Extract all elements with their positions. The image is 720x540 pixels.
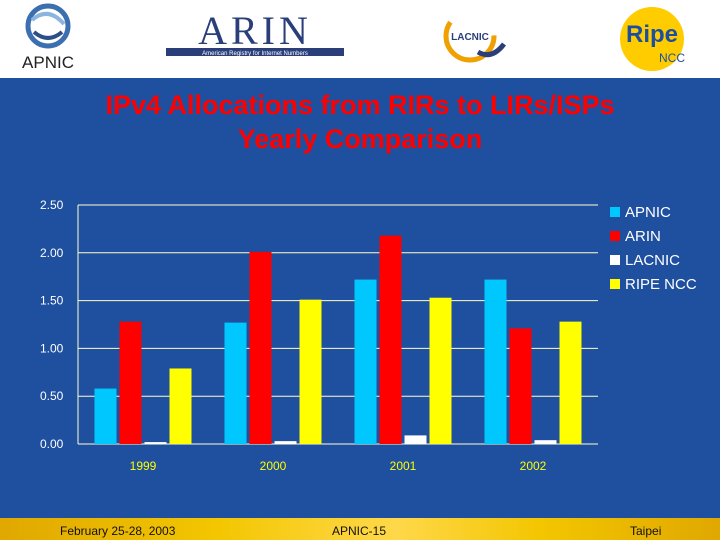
y-tick-label: 0.50 — [40, 389, 64, 403]
ripe-logo-text: Ripe — [626, 21, 678, 48]
apnic-logo: APNIC — [22, 3, 74, 72]
bar-ripe-ncc-2002 — [559, 321, 582, 444]
bar-apnic-1999 — [94, 388, 117, 444]
ripe-ncc-logo: Ripe NCC — [620, 7, 685, 71]
lacnic-logo: LACNIC — [443, 9, 506, 63]
y-tick-label: 2.50 — [40, 198, 64, 212]
bar-ripe-ncc-2000 — [299, 299, 322, 444]
ripe-logo-ncc: NCC — [659, 51, 685, 65]
bar-apnic-2002 — [484, 279, 507, 444]
footer-location: Taipei — [630, 524, 662, 538]
slide-title-line-1: IPv4 Allocations from RIRs to LIRs/ISPs — [105, 90, 615, 120]
arin-logo-tagline: American Registry for Internet Numbers — [202, 51, 308, 57]
y-tick-label: 2.00 — [40, 246, 64, 260]
legend-label: ARIN — [625, 228, 661, 245]
legend-label: APNIC — [625, 204, 671, 221]
slide-title-line-2: Yearly Comparison — [237, 124, 483, 154]
bar-chart: 0.00 0.50 1.00 1.50 2.00 2.50 1999 2000 2001 2002… — [40, 198, 697, 473]
bar-lacnic-2001 — [404, 435, 427, 444]
y-tick-label: 1.00 — [40, 341, 64, 355]
bar-arin-2000 — [249, 251, 272, 444]
y-tick-label: 1.50 — [40, 294, 64, 308]
bar-lacnic-2000 — [274, 441, 297, 444]
legend-swatch — [610, 231, 620, 241]
bar-lacnic-2002 — [534, 440, 557, 444]
bar-ripe-ncc-1999 — [169, 368, 192, 444]
legend-swatch — [610, 207, 620, 217]
footer-date: February 25-28, 2003 — [60, 524, 176, 538]
x-tick-label: 1999 — [130, 459, 157, 473]
legend-swatch — [610, 255, 620, 265]
slide-title: IPv4 Allocations from RIRs to LIRs/ISPs … — [0, 88, 720, 156]
legend-label: RIPE NCC — [625, 276, 697, 293]
x-tick-label: 2000 — [260, 459, 287, 473]
bar-arin-1999 — [119, 321, 142, 444]
footer-event: APNIC-15 — [332, 524, 387, 538]
logo-bar: APNIC ARIN American Registry for Interne… — [0, 0, 720, 78]
bar-apnic-2000 — [224, 322, 247, 444]
footer-bar: February 25-28, 2003 APNIC-15 Taipei — [0, 518, 720, 540]
arin-logo-text: ARIN — [198, 8, 312, 53]
legend-swatch — [610, 279, 620, 289]
arin-logo: ARIN American Registry for Internet Numb… — [166, 8, 344, 57]
apnic-logo-text: APNIC — [22, 53, 74, 72]
bar-arin-2001 — [379, 235, 402, 444]
y-tick-label: 0.00 — [40, 437, 64, 451]
bar-arin-2002 — [509, 328, 532, 444]
bar-ripe-ncc-2001 — [429, 297, 452, 444]
lacnic-logo-text: LACNIC — [451, 32, 489, 43]
legend-label: LACNIC — [625, 252, 680, 269]
bar-lacnic-1999 — [144, 442, 167, 444]
x-tick-label: 2002 — [520, 459, 547, 473]
bar-apnic-2001 — [354, 279, 377, 444]
x-tick-label: 2001 — [390, 459, 417, 473]
